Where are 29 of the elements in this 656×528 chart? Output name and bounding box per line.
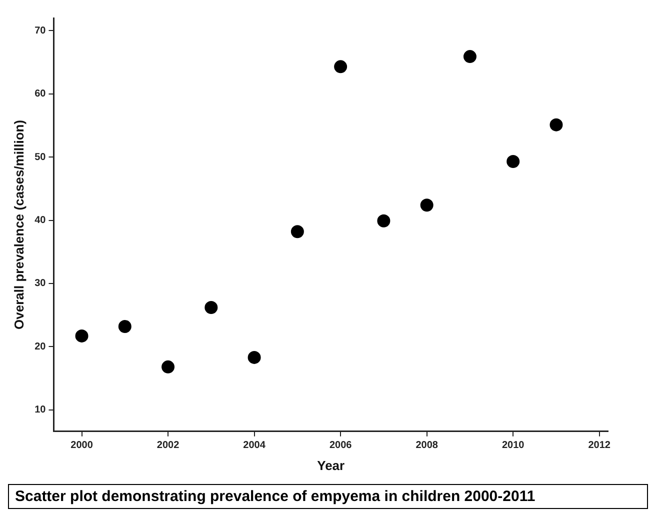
x-tick-label: 2004 — [243, 440, 266, 452]
x-axis-title: Year — [317, 458, 345, 473]
point — [334, 60, 348, 74]
text: Scatter plot demonstrating prevalence of empyema in children 2000-2011 — [8, 484, 648, 509]
x-tick-label: 2010 — [502, 440, 525, 452]
point — [463, 50, 476, 64]
point — [377, 214, 390, 228]
y-tick-label: 60 — [34, 88, 46, 100]
y-tick-label: 20 — [34, 341, 46, 352]
point — [248, 350, 261, 364]
y-tick-label: 10 — [34, 404, 46, 416]
point — [162, 360, 175, 374]
y-axis-title: Overall prevalence (cases/million) — [11, 120, 26, 330]
x-tick-label: 2002 — [156, 440, 180, 452]
y-tick-label: 50 — [34, 152, 46, 163]
x-tick-label: 2012 — [588, 440, 611, 452]
x-tick-label: 2000 — [70, 440, 94, 452]
point — [75, 329, 88, 342]
y-tick-label: 70 — [34, 25, 46, 36]
point — [420, 198, 434, 212]
y-tick-label: 30 — [34, 278, 46, 290]
point — [118, 320, 132, 333]
point — [204, 301, 218, 314]
x-tick-label: 2008 — [416, 440, 438, 452]
y-tick-label: 40 — [34, 215, 46, 226]
point — [506, 154, 520, 168]
point — [290, 225, 304, 238]
x-tick-label: 2006 — [329, 440, 352, 452]
point — [550, 118, 563, 132]
